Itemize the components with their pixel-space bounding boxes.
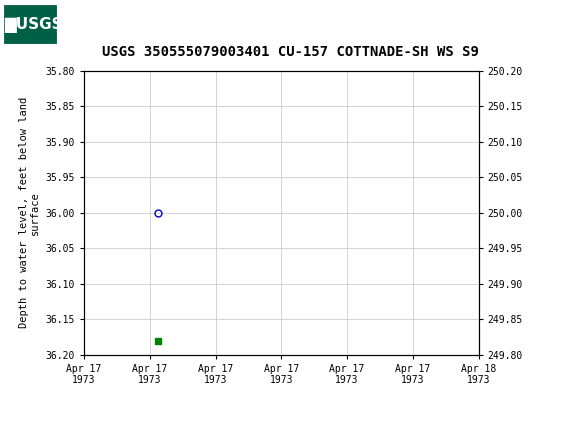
Text: █USGS: █USGS [5,17,63,33]
Bar [3,4,58,46]
FancyBboxPatch shape [3,4,58,46]
Text: USGS 350555079003401 CU-157 COTTNADE-SH WS S9: USGS 350555079003401 CU-157 COTTNADE-SH … [102,45,478,59]
Y-axis label: Depth to water level, feet below land
surface: Depth to water level, feet below land su… [19,97,40,329]
